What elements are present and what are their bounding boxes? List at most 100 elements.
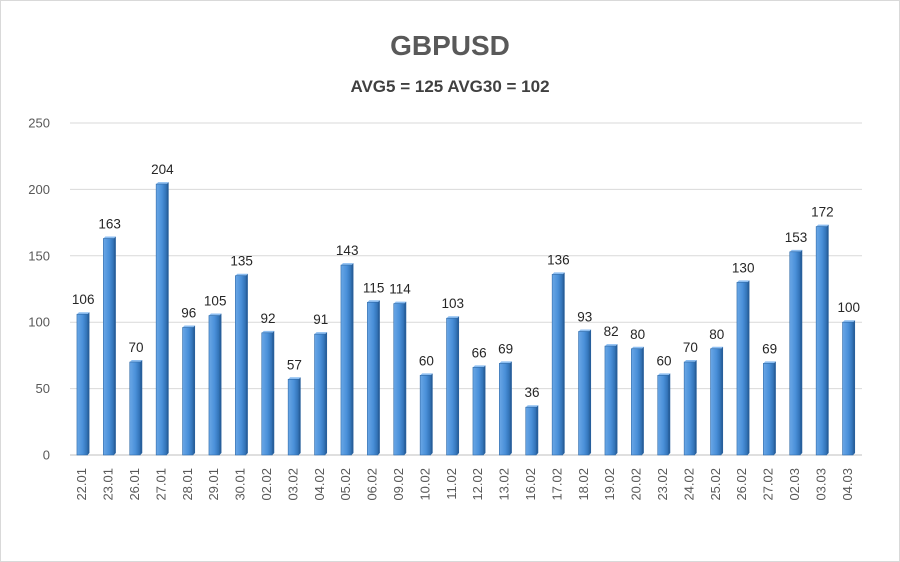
y-tick-label: 250	[28, 116, 50, 131]
data-label: 103	[442, 296, 465, 311]
bar	[235, 275, 247, 456]
data-label: 66	[472, 345, 487, 360]
bar-side	[694, 360, 697, 455]
bar	[499, 363, 511, 456]
bar-side	[430, 373, 433, 455]
y-tick-label: 100	[28, 315, 50, 330]
bar-side	[351, 263, 354, 455]
data-label: 106	[72, 292, 95, 307]
bar-side	[166, 182, 169, 455]
x-tick-label: 26.01	[127, 468, 142, 501]
bar-top	[736, 280, 750, 283]
bar-side	[245, 273, 248, 455]
bar-side	[773, 361, 776, 455]
bar-top	[446, 316, 460, 319]
bar-top	[604, 344, 618, 347]
bar-top	[710, 346, 724, 349]
bar-side	[536, 405, 539, 455]
data-label: 163	[98, 217, 121, 232]
data-label: 204	[151, 162, 174, 177]
bar	[842, 321, 854, 456]
bar-side	[272, 330, 275, 455]
bar	[472, 367, 484, 456]
bar-top	[340, 263, 354, 266]
bar-top	[314, 332, 328, 335]
bar-side	[298, 377, 301, 455]
bar	[76, 313, 88, 456]
data-label: 82	[604, 324, 619, 339]
bar-side	[668, 373, 671, 455]
data-label: 105	[204, 294, 227, 309]
bar-top	[763, 361, 776, 364]
bar-top	[631, 346, 644, 349]
bar-side	[721, 346, 724, 455]
bar-top	[816, 224, 829, 227]
bar	[604, 345, 616, 456]
data-labels: 106 163 70 204 96 105 135 92 57 91 143 115 114 60 103 6…	[72, 162, 860, 400]
bar-side	[219, 313, 222, 455]
data-label: 57	[287, 357, 302, 372]
data-label: 130	[732, 260, 755, 275]
bar-top	[578, 329, 592, 332]
gridlines	[70, 122, 862, 456]
x-tick-label: 23.02	[655, 468, 670, 501]
bar	[525, 406, 537, 456]
bar	[551, 274, 563, 456]
data-label: 80	[709, 327, 724, 342]
x-tick-label: 20.02	[629, 468, 644, 501]
bar-top	[552, 272, 565, 275]
y-tick-label: 150	[28, 248, 50, 263]
x-tick-label: 04.03	[840, 468, 855, 501]
bar-side	[615, 344, 618, 455]
bar-side	[853, 320, 856, 455]
x-tick-label: 02.02	[259, 468, 274, 501]
bar	[129, 361, 141, 456]
bar-top	[472, 365, 486, 368]
data-label: 153	[785, 230, 808, 245]
x-tick-label: 10.02	[417, 468, 432, 501]
bar-top	[235, 273, 248, 276]
bar-side	[800, 249, 803, 455]
x-tick-label: 12.02	[470, 468, 485, 501]
x-tick-label: 18.02	[576, 468, 591, 501]
x-tick-label: 03.03	[813, 468, 828, 501]
data-label: 60	[419, 353, 434, 368]
bar	[578, 331, 590, 456]
y-tick-label: 0	[43, 448, 50, 463]
bar	[155, 183, 167, 456]
data-label: 70	[683, 340, 698, 355]
bar-side	[457, 316, 460, 455]
y-tick-label: 200	[28, 182, 50, 197]
bar-side	[589, 329, 592, 455]
x-tick-label: 28.01	[180, 468, 195, 501]
bar-side	[325, 332, 328, 455]
bar	[736, 282, 748, 456]
bar-side	[140, 360, 143, 455]
x-tick-label: 22.01	[74, 468, 89, 501]
x-tick-label: 25.02	[708, 468, 723, 501]
bar-top	[789, 249, 803, 252]
bar	[419, 375, 431, 456]
bar	[103, 238, 115, 456]
bar-side	[826, 224, 829, 455]
x-tick-label: 05.02	[338, 468, 353, 501]
x-axis: 22.01 23.01 26.01 27.01 28.01 29.01 30.01 02.02…	[74, 468, 855, 501]
data-label: 96	[181, 306, 196, 321]
x-tick-label: 03.02	[285, 468, 300, 501]
bar	[763, 363, 775, 456]
bar-side	[562, 272, 565, 455]
bar-top	[182, 325, 196, 328]
x-tick-label: 06.02	[365, 468, 380, 501]
bar-top	[288, 377, 301, 380]
bar-side	[641, 346, 644, 455]
bar-side	[747, 280, 750, 455]
x-tick-label: 27.02	[761, 468, 776, 501]
bar-side	[404, 301, 407, 455]
x-tick-label: 09.02	[391, 468, 406, 501]
bar-top	[499, 361, 512, 364]
x-tick-label: 26.02	[734, 468, 749, 501]
data-label: 92	[260, 311, 275, 326]
bar	[710, 348, 722, 456]
